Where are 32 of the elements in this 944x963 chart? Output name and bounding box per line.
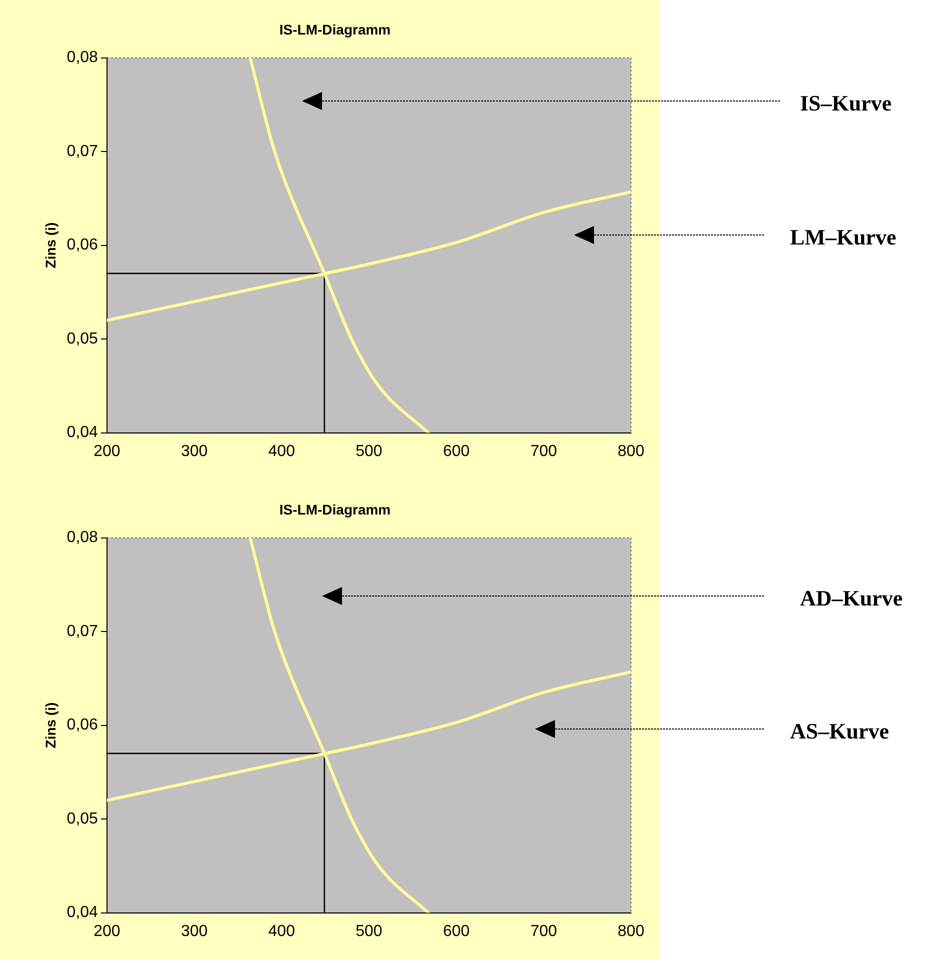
y-tick-label: 0,05 — [66, 330, 98, 348]
x-tick-label: 300 — [180, 922, 208, 940]
y-tick-label: 0,08 — [66, 529, 98, 546]
chart-title: IS-LM-Diagramm — [279, 21, 391, 38]
y-tick-label: 0,07 — [66, 622, 98, 640]
x-tick-label: 500 — [356, 442, 382, 460]
y-tick-label: 0,04 — [66, 904, 98, 922]
x-tick-label: 600 — [442, 442, 470, 460]
chart-title: IS-LM-Diagramm — [279, 501, 391, 518]
x-tick-label: 600 — [442, 922, 470, 940]
y-tick-label: 0,06 — [66, 236, 98, 254]
x-tick-label: 700 — [530, 442, 558, 460]
text: AD–Kurve — [800, 586, 903, 611]
x-tick-label: 400 — [268, 442, 296, 460]
y-tick-label: 0,06 — [66, 716, 98, 734]
x-tick-label: 700 — [530, 922, 558, 940]
x-tick-label: 300 — [180, 442, 208, 460]
y-axis-title: Zins (i) — [42, 222, 58, 268]
x-tick-label: 200 — [94, 922, 120, 940]
y-tick-label: 0,07 — [66, 142, 98, 160]
text: LM–Kurve — [790, 224, 897, 250]
y-axis-title: Zins (i) — [42, 702, 58, 748]
y-tick-label: 0,08 — [66, 49, 98, 66]
y-tick-label: 0,05 — [66, 810, 98, 828]
x-tick-label: 400 — [268, 922, 296, 940]
text: AS–Kurve — [790, 718, 890, 744]
x-tick-label: 800 — [618, 442, 644, 460]
x-tick-label: 800 — [618, 922, 644, 940]
text: IS–Kurve — [800, 90, 892, 116]
x-tick-label: 500 — [356, 922, 382, 940]
y-tick-label: 0,04 — [66, 424, 98, 442]
x-tick-label: 200 — [94, 442, 120, 460]
